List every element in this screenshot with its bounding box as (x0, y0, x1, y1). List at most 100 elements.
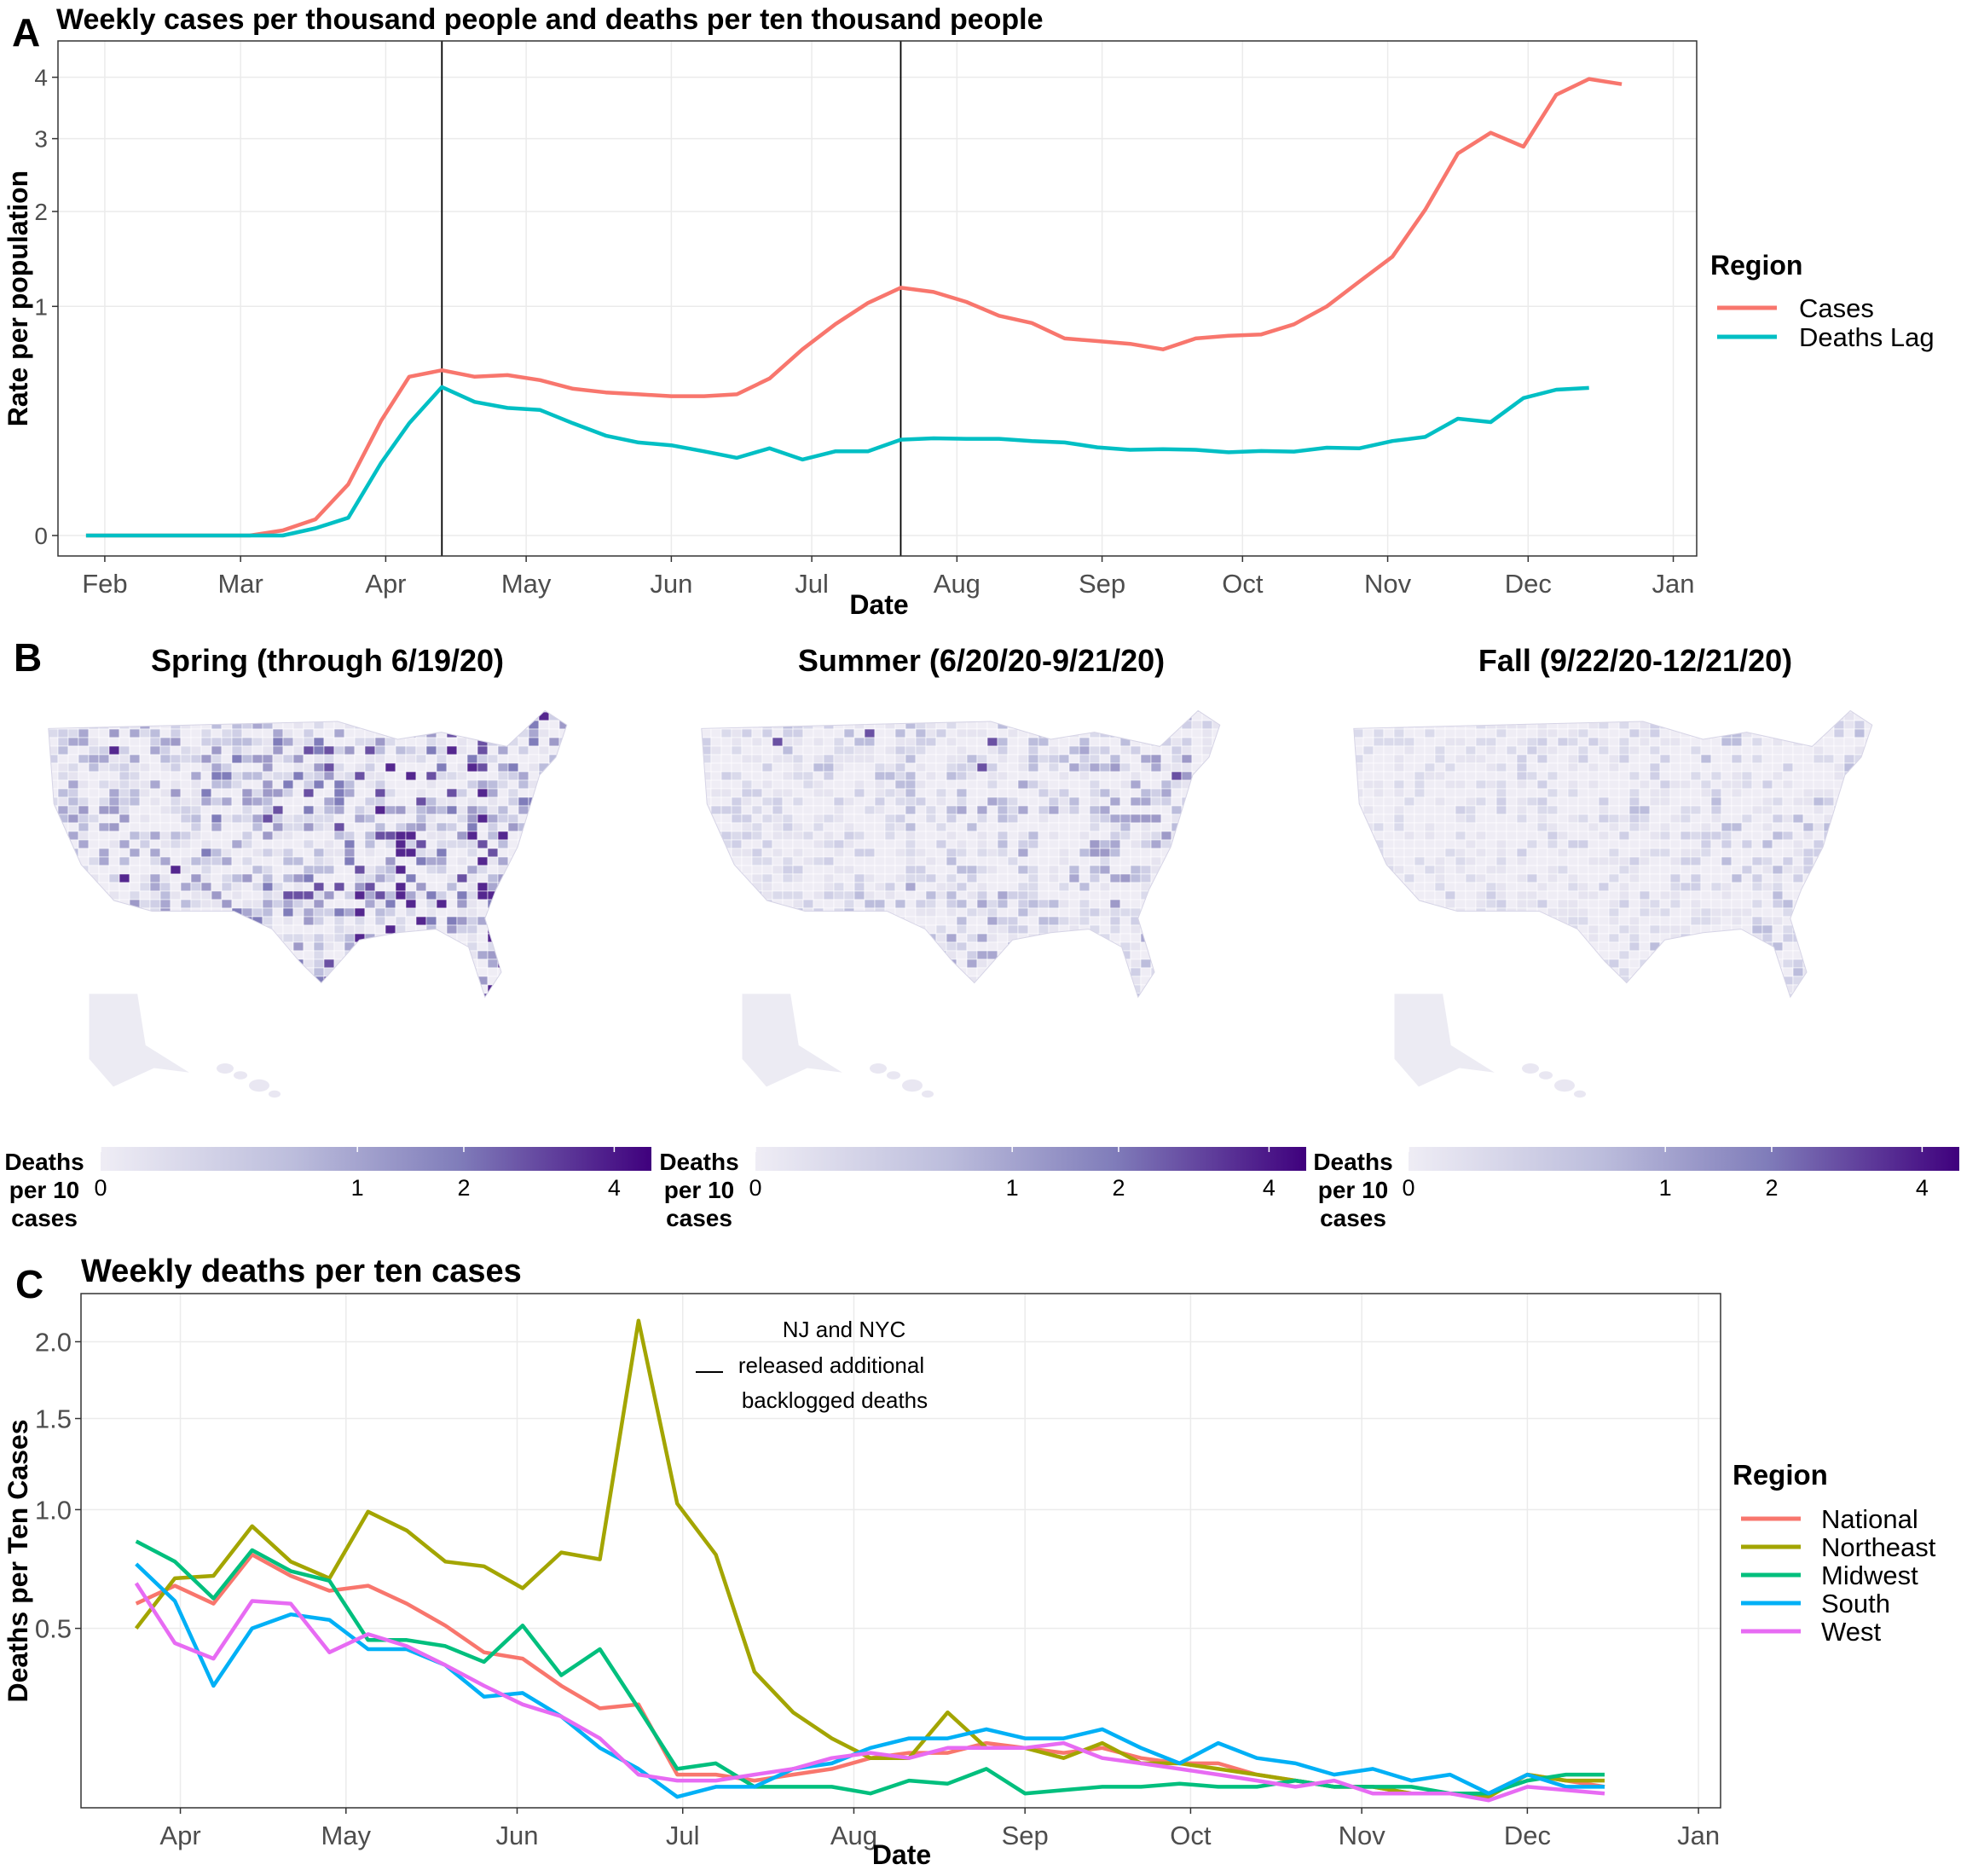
county-cell (710, 762, 722, 773)
county-cell (129, 848, 141, 858)
county-cell (997, 788, 1009, 798)
county-cell (446, 916, 458, 926)
colorbar-title: Deaths (4, 1149, 84, 1175)
county-cell (792, 839, 804, 849)
county-cell (241, 796, 253, 807)
county-cell (252, 1002, 263, 1010)
county-cell (844, 1053, 854, 1062)
county-cell (761, 950, 773, 960)
county-cell (313, 916, 325, 926)
county-cell (354, 771, 366, 781)
county-cell (864, 754, 876, 764)
county-cell (885, 1036, 895, 1045)
county-cell (518, 993, 529, 998)
county-cell (1864, 745, 1872, 756)
county-cell (1171, 933, 1183, 943)
county-cell (1131, 1002, 1141, 1010)
county-cell (1191, 771, 1203, 781)
county-cell (580, 985, 590, 993)
county-cell (374, 950, 386, 960)
county-cell (488, 1002, 498, 1010)
county-cell (364, 839, 376, 849)
county-cell (190, 958, 202, 969)
county-cell (559, 1002, 570, 1010)
county-cell (364, 848, 376, 858)
county-cell (987, 1019, 998, 1028)
county-cell (344, 933, 356, 943)
county-cell (1038, 822, 1050, 832)
county-cell (701, 984, 712, 994)
county-cell (241, 754, 253, 764)
county-cell (558, 907, 567, 918)
county-cell (691, 993, 701, 1002)
county-cell (446, 831, 458, 841)
county-cell (1089, 865, 1101, 875)
county-cell (966, 993, 978, 998)
county-cell (580, 866, 590, 874)
county-cell (1017, 771, 1029, 781)
county-cell (364, 993, 376, 998)
county-cell (129, 779, 141, 790)
county-cell (518, 711, 529, 721)
county-cell (149, 788, 161, 798)
county-cell (997, 907, 1009, 918)
county-cell (1171, 710, 1183, 713)
county-cell (139, 941, 151, 952)
county-cell (874, 984, 886, 994)
county-cell (333, 771, 345, 781)
county-cell (518, 984, 529, 994)
county-cell (323, 907, 335, 918)
county-cell (272, 728, 284, 738)
county-cell (548, 805, 560, 815)
county-cell (1731, 745, 1743, 756)
county-cell (548, 890, 560, 900)
county-cell (1038, 941, 1050, 952)
county-cell (180, 814, 192, 824)
county-cell (354, 967, 366, 977)
county-cell (966, 710, 978, 713)
county-cell (864, 924, 876, 935)
colorbar-tick-label: 4 (608, 1175, 621, 1201)
y-axis-label: Rate per population (3, 171, 33, 426)
county-cell (548, 993, 560, 998)
county-cell (395, 788, 407, 798)
county-cell (344, 839, 356, 849)
county-cell (1089, 822, 1101, 832)
county-cell (1212, 958, 1220, 969)
county-cell (1212, 1028, 1223, 1036)
county-cell (1444, 754, 1456, 764)
county-cell (1059, 1002, 1069, 1010)
county-cell (946, 771, 957, 781)
county-cell (580, 925, 590, 934)
county-cell (894, 933, 906, 943)
county-cell (323, 771, 335, 781)
county-cell (1233, 772, 1243, 780)
county-cell (456, 873, 468, 883)
county-cell (558, 839, 567, 849)
county-cell (741, 771, 753, 781)
county-cell (406, 1036, 416, 1045)
county-cell (570, 934, 580, 942)
county-cell (477, 771, 489, 781)
county-cell (78, 839, 90, 849)
county-cell (364, 890, 376, 900)
county-cell (98, 728, 110, 738)
county-cell (507, 958, 519, 969)
county-cell (1171, 907, 1183, 918)
county-cell (894, 805, 906, 815)
county-cell (313, 779, 325, 790)
county-cell (731, 950, 743, 960)
county-cell (580, 908, 590, 917)
county-cell (528, 865, 540, 875)
county-cell (915, 856, 927, 866)
county-cell (1192, 1010, 1202, 1019)
county-cell (1181, 882, 1193, 892)
county-cell (1131, 1019, 1141, 1028)
county-cell (570, 968, 580, 976)
county-cell (926, 1028, 936, 1036)
county-cell (38, 729, 48, 738)
county-cell (710, 710, 722, 713)
county-cell (1089, 779, 1101, 790)
county-cell (365, 1019, 375, 1028)
county-cell (211, 933, 223, 943)
